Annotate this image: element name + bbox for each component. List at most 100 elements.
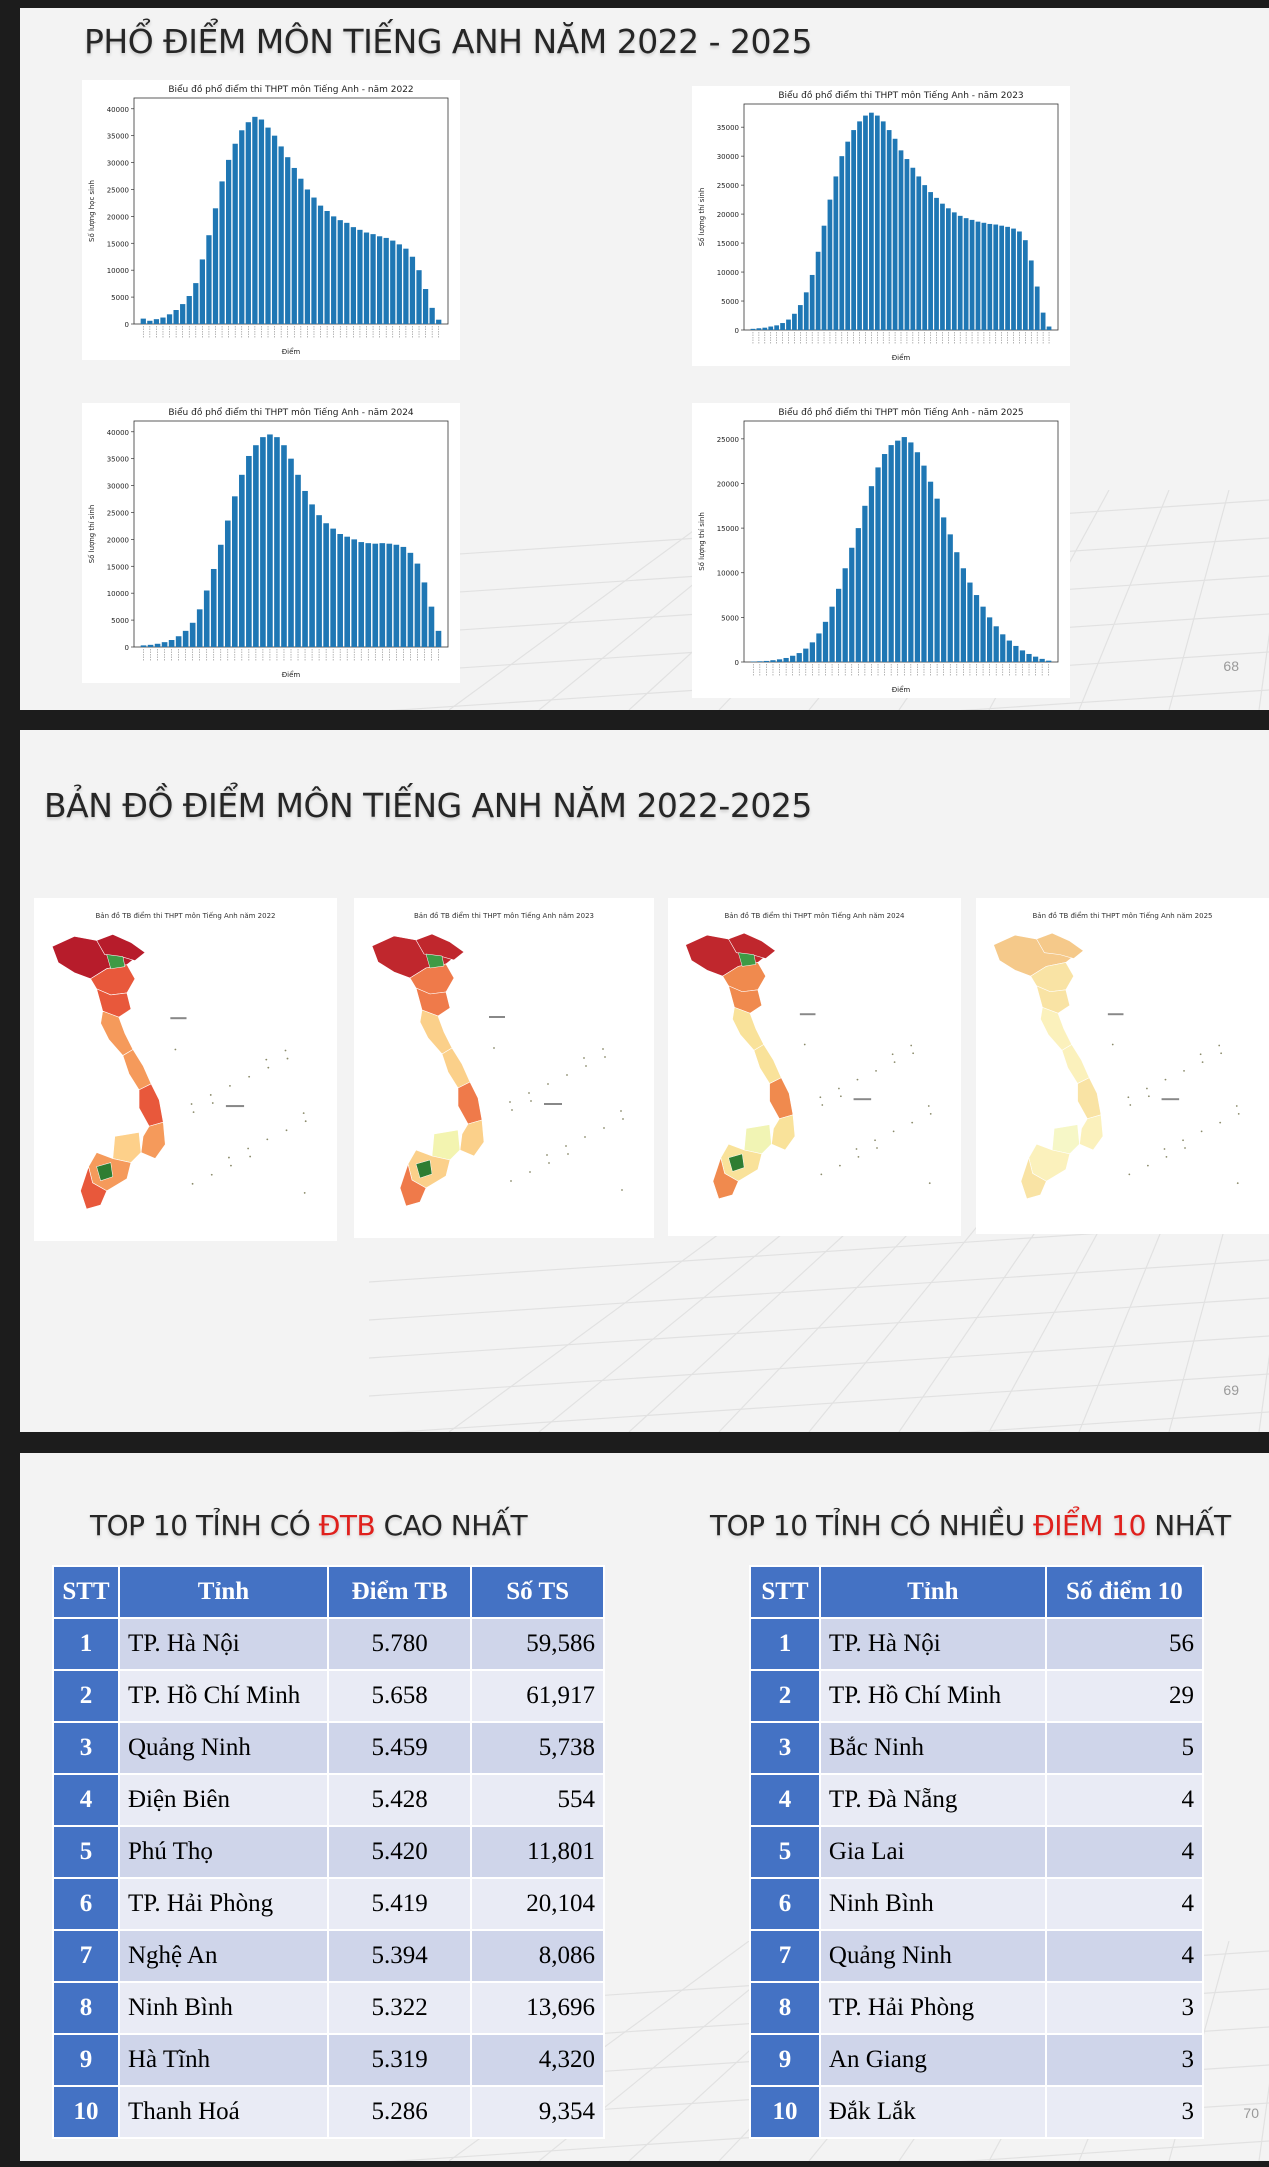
- bar: [317, 205, 324, 324]
- bar: [203, 590, 210, 647]
- vietnam-map: [51, 934, 307, 1210]
- map-2025: Bản đồ TB điểm thi THPT môn Tiếng Anh nă…: [976, 898, 1269, 1234]
- rank-cell: 9: [52, 2033, 120, 2087]
- table-row: 1 TP. Hà Nội 5.780 59,586: [52, 1617, 605, 1671]
- island-label: [544, 1103, 562, 1105]
- bar: [1039, 658, 1045, 662]
- island-dot: [839, 1095, 842, 1098]
- bar: [239, 130, 245, 324]
- bar: [1046, 660, 1052, 662]
- island-dot: [1182, 1139, 1184, 1142]
- header-avg-score: Điểm TB: [326, 1565, 473, 1619]
- island-dot: [857, 1155, 860, 1158]
- island-dot: [1165, 1155, 1168, 1158]
- floor-grid-decoration: [369, 1212, 1269, 1432]
- bar: [400, 546, 407, 647]
- bar: [786, 319, 791, 330]
- island-dot: [929, 1112, 932, 1115]
- value-cell: 5.319: [326, 2033, 473, 2087]
- bar: [224, 520, 231, 647]
- y-tick-label: 20000: [717, 480, 739, 488]
- island-dot: [510, 1180, 512, 1182]
- map-2024: Bản đồ TB điểm thi THPT môn Tiếng Anh nă…: [668, 898, 961, 1236]
- map-2022: Bản đồ TB điểm thi THPT môn Tiếng Anh nă…: [34, 898, 337, 1241]
- bar: [316, 515, 322, 647]
- province-cell: Quảng Ninh: [818, 1929, 1047, 1983]
- island-dot: [267, 1066, 270, 1069]
- bar: [757, 661, 763, 662]
- chart-title: Biểu đồ phổ điểm thi THPT môn Tiếng Anh …: [168, 84, 413, 95]
- province-region: [457, 1081, 483, 1125]
- province-cell: Ninh Bình: [818, 1877, 1047, 1931]
- bar: [196, 609, 203, 647]
- bar: [274, 437, 280, 647]
- bar: [363, 232, 370, 324]
- province-region: [100, 1010, 134, 1056]
- province-region: [753, 1044, 782, 1084]
- province-cell: TP. Hồ Chí Minh: [818, 1669, 1047, 1723]
- top-avg-table: STT Tỉnh Điểm TB Số TS 1 TP. Hà Nội 5.780 5…: [52, 1565, 605, 2139]
- bar: [253, 445, 259, 647]
- bar: [337, 220, 343, 324]
- island-label: [489, 1016, 505, 1018]
- y-tick-label: 25000: [107, 509, 129, 517]
- province-region: [1040, 1006, 1073, 1051]
- bar: [285, 157, 291, 324]
- bar: [829, 606, 835, 662]
- province-region: [743, 1124, 772, 1155]
- island-dot: [620, 1110, 622, 1112]
- bar: [206, 235, 212, 324]
- rank-cell: 6: [749, 1877, 821, 1931]
- province-cell: Điện Biên: [117, 1773, 329, 1827]
- bar: [1022, 240, 1028, 330]
- y-tick-label: 5000: [721, 298, 739, 306]
- bar: [232, 496, 238, 647]
- bar: [969, 219, 975, 330]
- bar: [324, 211, 330, 324]
- bar: [311, 197, 317, 324]
- bar: [927, 481, 934, 662]
- bar: [168, 640, 175, 647]
- map-title: Bản đồ TB điểm thi THPT môn Tiếng Anh nă…: [95, 911, 275, 920]
- rank-cell: 2: [749, 1669, 821, 1723]
- bar: [934, 197, 939, 330]
- table-row: 10 Thanh Hoá 5.286 9,354: [52, 2085, 605, 2139]
- bar: [295, 474, 301, 647]
- island-dot: [1111, 1043, 1114, 1046]
- value-cell: 59,586: [470, 1617, 605, 1671]
- bar: [839, 156, 845, 330]
- bar: [291, 167, 297, 324]
- y-tick-label: 35000: [107, 133, 129, 141]
- y-tick-label: 35000: [107, 456, 129, 464]
- slide-title: BẢN ĐỒ ĐIỂM MÔN TIẾNG ANH NĂM 2022-2025: [44, 786, 812, 825]
- bar: [1032, 656, 1039, 662]
- header-province: Tỉnh: [117, 1565, 329, 1619]
- bar: [331, 216, 337, 324]
- x-axis-label: Điểm: [282, 347, 301, 356]
- island-dot: [603, 1127, 605, 1129]
- province-region: [712, 1156, 739, 1200]
- rank-cell: 3: [749, 1721, 821, 1775]
- x-axis-label: Điểm: [282, 670, 301, 679]
- island-dot: [1184, 1147, 1186, 1149]
- province-region: [728, 1153, 745, 1172]
- y-tick-label: 35000: [717, 124, 739, 132]
- province-cell: An Giang: [818, 2033, 1047, 2087]
- bar: [809, 274, 815, 330]
- value-cell: 61,917: [470, 1669, 605, 1723]
- bar: [880, 121, 886, 330]
- bar: [851, 130, 856, 330]
- bar: [330, 528, 336, 647]
- island-dot: [1237, 1112, 1240, 1115]
- bar: [344, 222, 350, 324]
- province-region: [106, 954, 126, 969]
- bar: [845, 141, 851, 330]
- bar: [421, 582, 428, 647]
- bar: [1046, 326, 1052, 330]
- table-row: 9 An Giang 3: [749, 2033, 1205, 2087]
- y-tick-label: 25000: [717, 182, 739, 190]
- bar: [910, 167, 916, 330]
- bar: [836, 588, 842, 662]
- y-tick-label: 40000: [107, 429, 129, 437]
- rank-cell: 5: [52, 1825, 120, 1879]
